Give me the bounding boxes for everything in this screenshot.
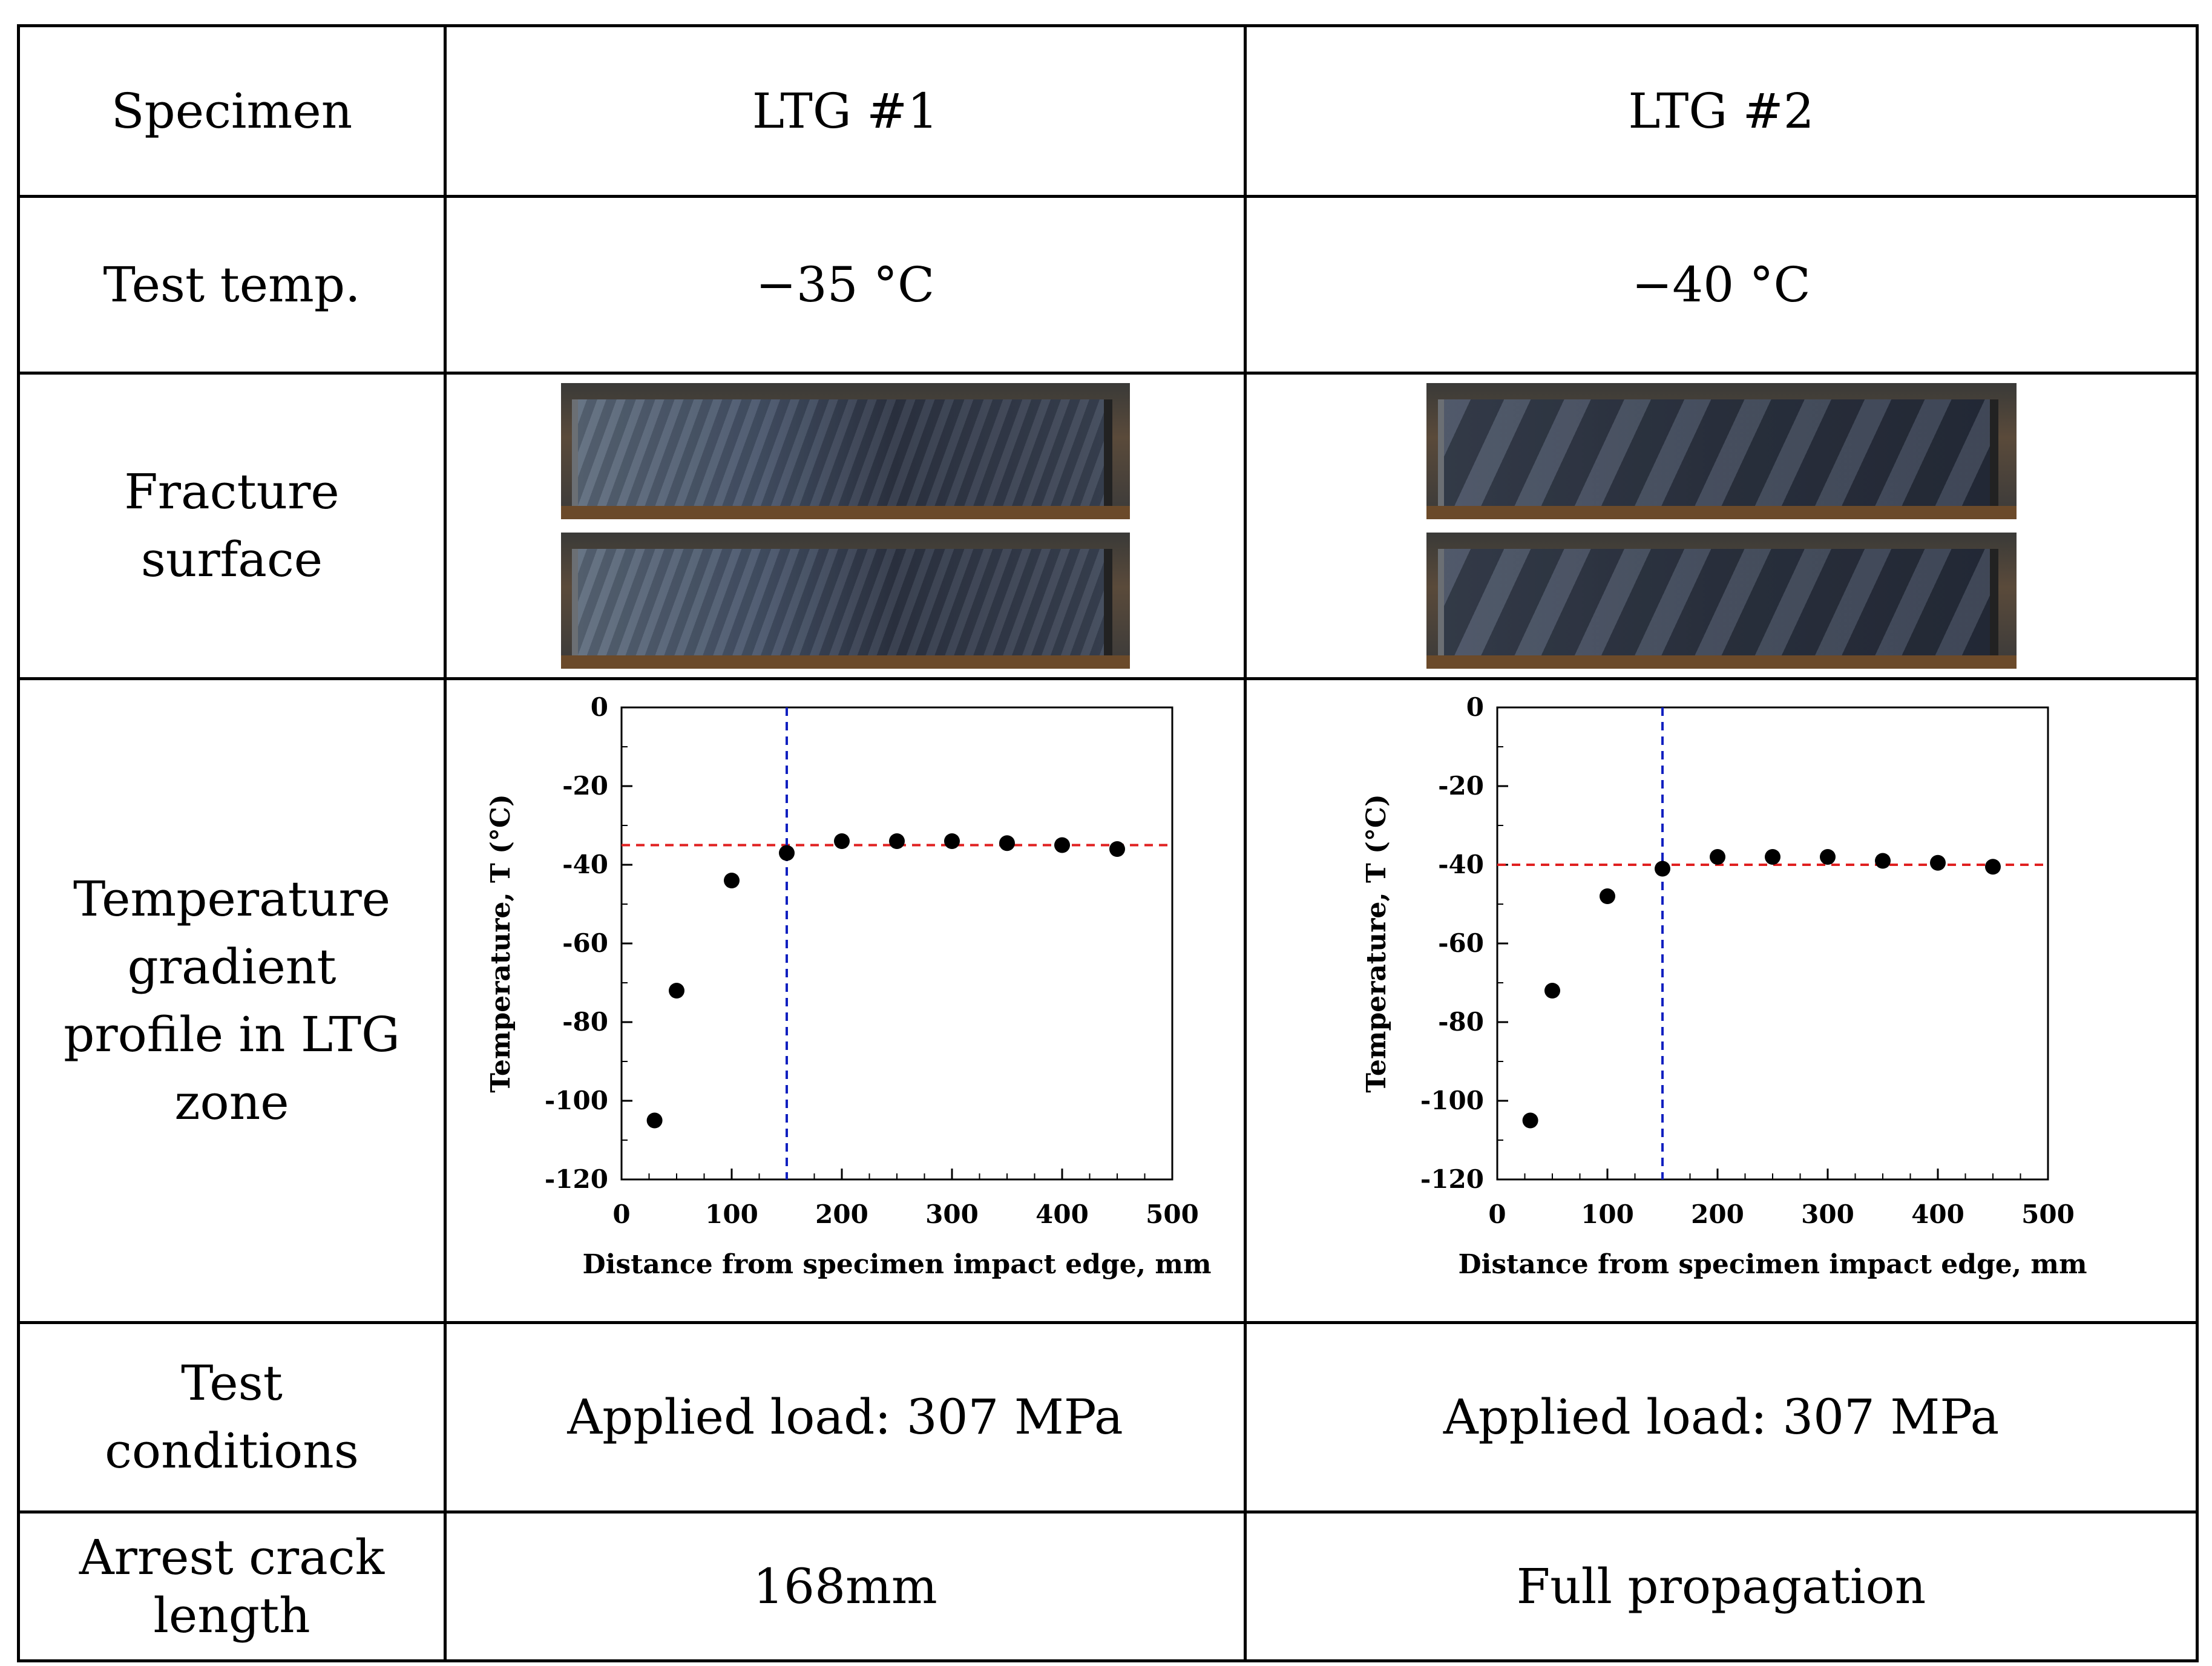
data-point (668, 983, 684, 999)
ltg2-conditions: Applied load: 307 MPa (1244, 1321, 2199, 1514)
conditions-label-line1: Test (181, 1355, 283, 1411)
results-table: Specimen LTG #1 LTG #2 Test temp. −35 °C… (17, 24, 2199, 1662)
gradient-label-line2: gradient (127, 938, 336, 995)
test-temp-row: Test temp. −35 °C −40 °C (17, 195, 2199, 375)
test-temp-label: Test temp. (17, 195, 447, 375)
data-point (1600, 888, 1615, 904)
conditions-label-line2: conditions (105, 1423, 359, 1479)
x-tick-label: 300 (925, 1199, 979, 1229)
fracture-label-line1: Fracture (124, 464, 340, 520)
y-tick-label: -40 (562, 850, 608, 879)
arrest-label: Arrest crack length (17, 1510, 447, 1662)
y-tick-label: -40 (1438, 850, 1484, 879)
y-tick-label: -100 (1420, 1086, 1484, 1115)
ltg2-test-temp: −40 °C (1244, 195, 2199, 375)
y-tick-label: -120 (1420, 1164, 1484, 1194)
x-tick-label: 200 (1691, 1199, 1744, 1229)
ltg1-fracture-photo-top (560, 383, 1130, 519)
x-tick-label: 400 (1911, 1199, 1964, 1229)
plot-frame (1496, 706, 2049, 1181)
x-tick-label: 0 (1488, 1199, 1506, 1229)
gradient-label-line1: Temperature (73, 870, 391, 927)
x-tick-label: 500 (2021, 1199, 2075, 1229)
data-point (778, 845, 795, 861)
arrest-row: Arrest crack length 168mm Full propagati… (17, 1510, 2199, 1662)
data-point (944, 833, 960, 849)
y-axis-label: Temperature, T (°C) (1361, 794, 1392, 1093)
gradient-label-line4: zone (174, 1074, 289, 1130)
y-tick-label: 0 (1466, 692, 1484, 722)
ltg2-arrest-length: Full propagation (1244, 1510, 2199, 1662)
x-tick-label: 100 (1581, 1199, 1634, 1229)
gradient-label: Temperature gradient profile in LTG zone (17, 677, 447, 1324)
data-point (723, 873, 740, 888)
x-tick-label: 300 (1801, 1199, 1854, 1229)
data-point (1655, 861, 1670, 877)
ltg2-chart-cell: 0 -20 -40 -60 -80 -100 -120 0 100 200 300 400 500 Dis… (1244, 677, 2199, 1324)
x-tick-label: 500 (1146, 1199, 1199, 1229)
y-tick-label: -100 (544, 1086, 608, 1115)
ltg1-arrest-length: 168mm (444, 1510, 1247, 1662)
ltg1-chart-cell: 0 -20 -40 -60 -80 -100 -120 0 100 200 300 400 500 Dis… (444, 677, 1247, 1324)
y-tick-label: -60 (1438, 928, 1484, 958)
x-tick-label: 0 (612, 1199, 630, 1229)
header-row: Specimen LTG #1 LTG #2 (17, 24, 2199, 198)
x-tick-label: 200 (815, 1199, 868, 1229)
data-point (1544, 983, 1560, 999)
data-point (999, 835, 1015, 851)
gradient-label-line3: profile in LTG (64, 1006, 400, 1063)
data-point (1820, 849, 1836, 865)
conditions-row: Test conditions Applied load: 307 MPa Ap… (17, 1321, 2199, 1514)
ltg1-test-temp: −35 °C (444, 195, 1247, 375)
y-tick-label: -120 (544, 1164, 608, 1194)
data-point (1054, 837, 1070, 853)
arrest-label-line1: Arrest crack (79, 1529, 385, 1586)
ltg2-fracture-photo-top (1426, 383, 2017, 519)
ltg2-fracture-cell (1244, 372, 2199, 680)
arrest-label-line2: length (153, 1587, 310, 1644)
x-tick-label: 100 (705, 1199, 758, 1229)
ltg2-header: LTG #2 (1244, 24, 2199, 198)
data-point (888, 833, 905, 849)
y-tick-label: 0 (590, 692, 608, 722)
data-point (1522, 1112, 1538, 1129)
ltg2-fracture-photo-bottom (1426, 533, 2017, 669)
data-point (1930, 854, 1946, 871)
y-tick-label: -20 (562, 771, 608, 801)
ltg1-fracture-cell (444, 372, 1247, 680)
y-tick-label: -20 (1438, 771, 1484, 801)
y-axis-label: Temperature, T (°C) (485, 794, 516, 1093)
x-tick-label: 400 (1035, 1199, 1089, 1229)
ltg1-fracture-photo-bottom (560, 533, 1130, 669)
data-point (1765, 849, 1780, 865)
conditions-label: Test conditions (17, 1321, 447, 1514)
x-axis-label: Distance from specimen impact edge, mm (1458, 1249, 2087, 1280)
y-tick-label: -80 (1438, 1007, 1484, 1037)
data-point (646, 1112, 663, 1129)
fracture-label-line2: surface (140, 531, 323, 588)
data-point (1710, 849, 1725, 865)
y-tick-label: -80 (562, 1007, 608, 1037)
data-point (833, 833, 850, 849)
ltg1-conditions: Applied load: 307 MPa (444, 1321, 1247, 1514)
x-axis-label: Distance from specimen impact edge, mm (582, 1249, 1211, 1280)
gradient-row: Temperature gradient profile in LTG zone… (17, 677, 2199, 1324)
fracture-label: Fracture surface (17, 372, 447, 680)
plot-frame (620, 706, 1173, 1181)
data-point (1109, 841, 1125, 857)
data-point (1985, 859, 2001, 875)
fracture-row: Fracture surface (17, 372, 2199, 680)
data-point (1875, 853, 1891, 869)
y-tick-label: -60 (562, 928, 608, 958)
ltg1-header: LTG #1 (444, 24, 1247, 198)
specimen-label: Specimen (17, 24, 447, 198)
